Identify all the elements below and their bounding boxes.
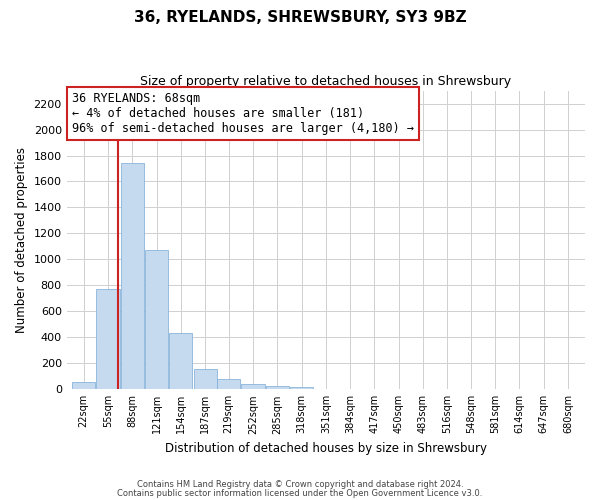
Bar xyxy=(121,164,144,390)
Bar xyxy=(194,369,217,390)
Bar xyxy=(217,379,240,390)
Text: 36 RYELANDS: 68sqm
← 4% of detached houses are smaller (181)
96% of semi-detache: 36 RYELANDS: 68sqm ← 4% of detached hous… xyxy=(72,92,414,135)
Y-axis label: Number of detached properties: Number of detached properties xyxy=(15,147,28,333)
X-axis label: Distribution of detached houses by size in Shrewsbury: Distribution of detached houses by size … xyxy=(165,442,487,455)
Bar xyxy=(72,382,95,390)
Bar xyxy=(266,386,289,390)
Text: Contains HM Land Registry data © Crown copyright and database right 2024.: Contains HM Land Registry data © Crown c… xyxy=(137,480,463,489)
Bar xyxy=(290,388,313,390)
Bar xyxy=(241,384,265,390)
Bar xyxy=(145,250,168,390)
Title: Size of property relative to detached houses in Shrewsbury: Size of property relative to detached ho… xyxy=(140,75,511,88)
Bar xyxy=(97,288,119,390)
Bar xyxy=(169,334,193,390)
Text: Contains public sector information licensed under the Open Government Licence v3: Contains public sector information licen… xyxy=(118,489,482,498)
Text: 36, RYELANDS, SHREWSBURY, SY3 9BZ: 36, RYELANDS, SHREWSBURY, SY3 9BZ xyxy=(134,10,466,25)
